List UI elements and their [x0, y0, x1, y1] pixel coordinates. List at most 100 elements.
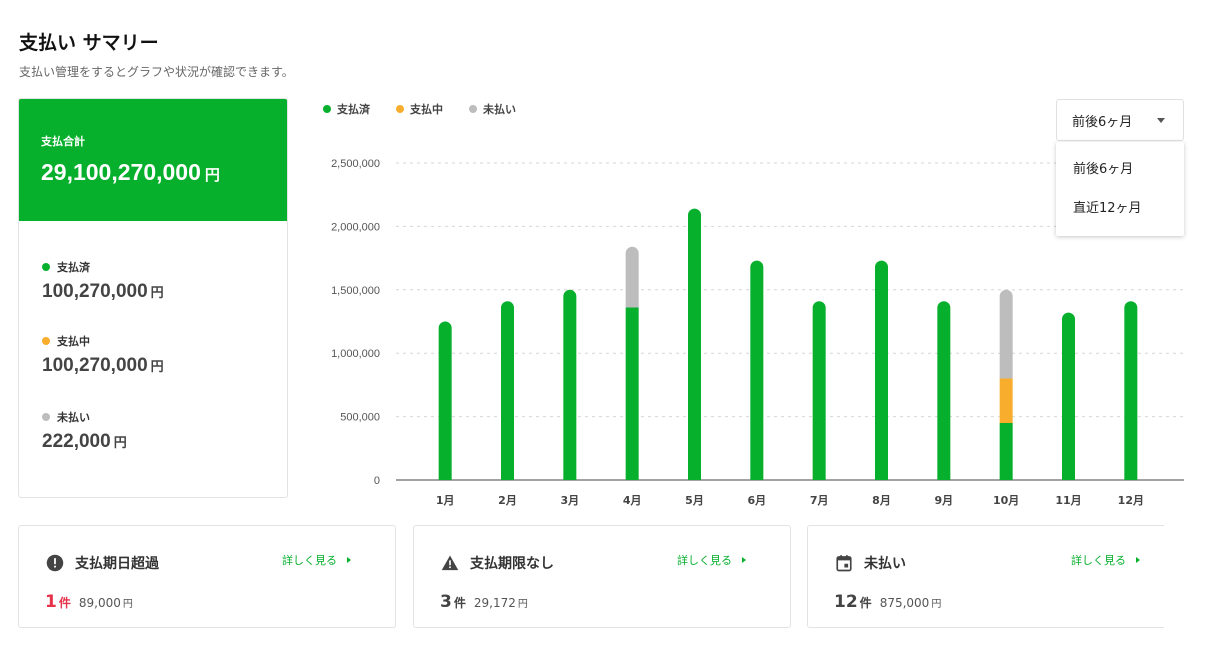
bar-segment [750, 260, 764, 480]
total-amount: 29,100,270,000 [41, 159, 201, 185]
bar-segment [563, 289, 577, 480]
overdue-title: 支払期日超過 [75, 556, 159, 572]
period-option-6-months[interactable]: 前後6ヶ月 [1073, 162, 1134, 177]
payment-bar-chart: 0 500,000 1,000,000 1,500,000 2,000,000 2,500… [331, 158, 1184, 507]
unpaid-amount-value: 875,000 [879, 596, 930, 610]
total-unit: 円 [204, 167, 220, 184]
x-tick-label: 4月 [623, 494, 642, 507]
overdue-count-unit: 件 [58, 596, 71, 610]
x-tick-label: 10月 [993, 494, 1019, 507]
unpaid-count-unit: 件 [859, 596, 872, 610]
status-processing-unit: 円 [150, 359, 164, 374]
bar-segment [625, 246, 639, 308]
unpaid-amount: 875,000 円 [880, 595, 942, 610]
x-tick-label: 9月 [935, 494, 954, 507]
no-deadline-count-unit: 件 [453, 596, 466, 610]
x-tick-label: 3月 [561, 494, 580, 507]
y-tick-label: 0 [374, 475, 380, 487]
y-tick-label: 1,500,000 [331, 285, 380, 297]
x-tick-label: 8月 [872, 494, 891, 507]
status-processing-label: 支払中 [57, 335, 90, 348]
legend-dot-icon [469, 105, 477, 113]
detail-link-label: 詳しく見る [677, 554, 732, 567]
period-dropdown-menu: 前後6ヶ月 直近12ヶ月 [1056, 142, 1184, 236]
bar-segment [688, 208, 701, 480]
unpaid-detail-link[interactable]: 詳しく見る [1071, 552, 1140, 568]
no-deadline-amount-unit: 円 [517, 599, 528, 610]
page-subtitle: 支払い管理をするとグラフや状況が確認できます。 [19, 65, 294, 79]
page-title: 支払い サマリー [19, 32, 159, 54]
unpaid-dot-icon [42, 413, 50, 421]
period-select[interactable]: 前後6ヶ月 [1056, 99, 1184, 141]
status-unpaid: 未払い 222,000 円 [42, 409, 127, 453]
x-tick-label: 2月 [498, 494, 517, 507]
unpaid-count-value: 12 [834, 592, 858, 612]
overdue-amount-unit: 円 [122, 599, 133, 610]
total-header: 支払合計 29,100,270,000 円 [19, 99, 287, 221]
total-label: 支払合計 [41, 135, 85, 148]
bar-segment [1124, 301, 1138, 480]
payment-total-card: 支払合計 29,100,270,000 円 支払済 100,270,000 円 支払… [18, 98, 288, 498]
total-value: 29,100,270,000 円 [41, 159, 287, 186]
bar-segment [438, 321, 452, 480]
legend-item-paid: 支払済 [323, 101, 370, 117]
legend-dot-icon [396, 105, 404, 113]
detail-link-label: 詳しく見る [1071, 554, 1126, 567]
status-unpaid-amount: 222,000 [42, 431, 111, 452]
legend-item-processing: 支払中 [396, 101, 443, 117]
no-deadline-detail-link[interactable]: 詳しく見る [677, 552, 746, 568]
status-paid-label: 支払済 [57, 261, 90, 274]
x-tick-label: 11月 [1055, 494, 1081, 507]
no-deadline-amount-value: 29,172 [473, 596, 516, 610]
warning-triangle-icon [441, 555, 459, 571]
status-paid-amount: 100,270,000 [42, 281, 148, 302]
status-unpaid-unit: 円 [113, 435, 127, 450]
unpaid-title: 未払い [864, 556, 906, 572]
period-selected-value: 前後6ヶ月 [1072, 114, 1133, 130]
x-tick-label: 12月 [1118, 494, 1144, 507]
legend-label: 支払済 [337, 103, 370, 116]
status-paid: 支払済 100,270,000 円 [42, 259, 164, 303]
legend-label: 支払中 [410, 103, 443, 116]
x-tick-label: 1月 [436, 494, 455, 507]
calendar-icon [836, 555, 852, 572]
bar-segment [812, 301, 826, 480]
overdue-detail-link[interactable]: 詳しく見る [282, 552, 351, 568]
y-tick-label: 2,500,000 [331, 158, 380, 170]
bar-segment [875, 260, 888, 480]
unpaid-card: 未払い 詳しく見る 12 件 875,000 円 [807, 525, 1164, 628]
status-processing: 支払中 100,270,000 円 [42, 333, 164, 377]
legend-label: 未払い [483, 103, 516, 116]
no-deadline-count-value: 3 [440, 592, 452, 612]
y-tick-label: 2,000,000 [331, 221, 380, 233]
overdue-amount-value: 89,000 [78, 596, 121, 610]
bar-segment [937, 301, 951, 480]
processing-dot-icon [42, 337, 50, 345]
status-processing-amount: 100,270,000 [42, 355, 148, 376]
bar-segment [1062, 312, 1075, 480]
unpaid-count: 12 件 875,000 円 [834, 592, 941, 612]
arrow-right-icon [347, 557, 351, 563]
bar-segment [999, 378, 1013, 423]
unpaid-amount-unit: 円 [931, 599, 942, 610]
bar-segment [501, 301, 514, 480]
status-unpaid-label: 未払い [57, 411, 90, 424]
legend-item-unpaid: 未払い [469, 101, 516, 117]
bar-segment [625, 307, 639, 480]
caret-down-icon [1157, 118, 1165, 123]
x-tick-label: 6月 [748, 494, 767, 507]
y-tick-label: 500,000 [340, 412, 380, 424]
detail-link-label: 詳しく見る [282, 554, 337, 567]
alert-circle-icon [46, 554, 64, 572]
overdue-amount: 89,000 円 [79, 595, 133, 610]
status-paid-unit: 円 [150, 285, 164, 300]
period-option-12-months[interactable]: 直近12ヶ月 [1073, 201, 1142, 216]
x-tick-label: 7月 [810, 494, 829, 507]
overdue-count-value: 1 [45, 592, 57, 612]
bar-segment [999, 422, 1013, 480]
no-deadline-title: 支払期限なし [470, 556, 554, 572]
